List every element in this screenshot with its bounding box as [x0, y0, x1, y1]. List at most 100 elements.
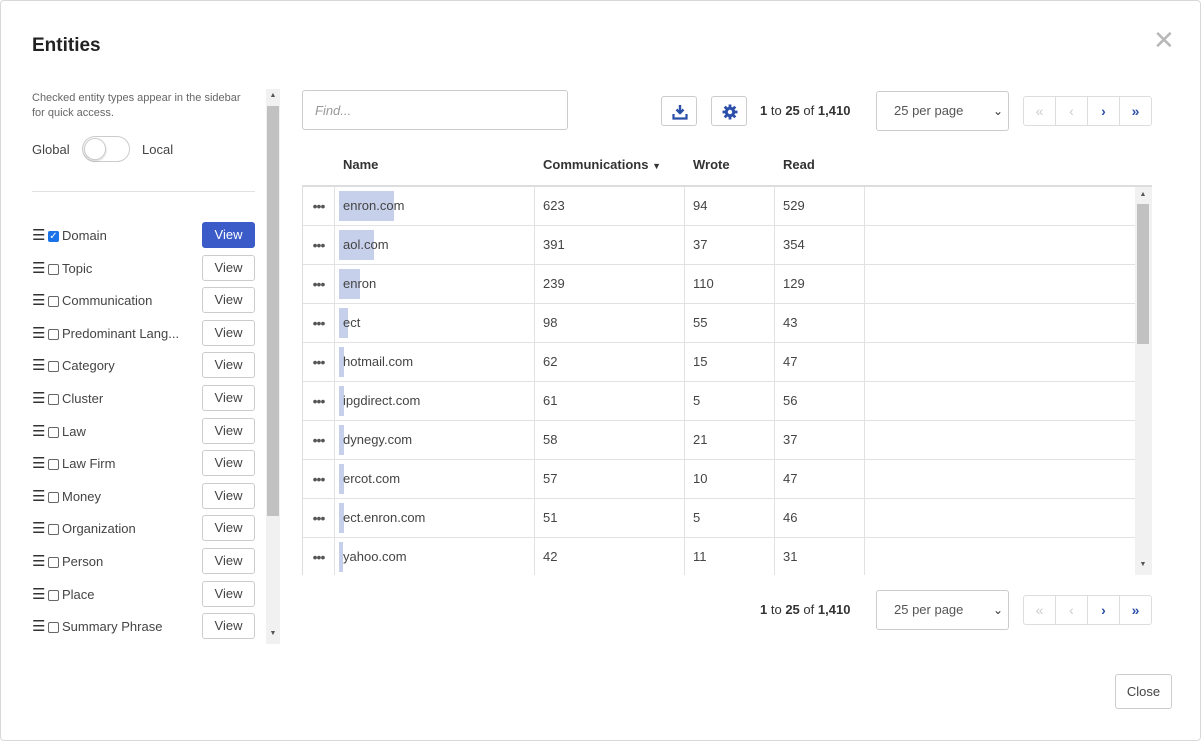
table-row[interactable]: ••• dynegy.com 58 21 37 — [303, 421, 1136, 460]
table-row[interactable]: ••• enron 239 110 129 — [303, 265, 1136, 304]
view-button[interactable]: View — [202, 515, 255, 542]
table-row[interactable]: ••• ipgdirect.com 61 5 56 — [303, 382, 1136, 421]
table-row[interactable]: ••• enron.com 623 94 529 — [303, 187, 1136, 226]
prev-page-icon[interactable]: ‹ — [1056, 596, 1088, 624]
view-button[interactable]: View — [202, 222, 255, 248]
per-page-value: 25 per page — [894, 602, 964, 617]
row-menu-icon[interactable]: ••• — [303, 460, 335, 499]
table-row[interactable]: ••• hotmail.com 62 15 47 — [303, 343, 1136, 382]
first-page-icon[interactable]: « — [1024, 97, 1056, 125]
table-row[interactable]: ••• ect.enron.com 51 5 46 — [303, 499, 1136, 538]
table-scrollbar[interactable]: ▲ ▼ — [1135, 187, 1152, 575]
entity-type-checkbox[interactable] — [48, 426, 59, 438]
name-cell[interactable]: dynegy.com — [335, 421, 535, 460]
entity-type-checkbox[interactable] — [48, 328, 59, 340]
download-button[interactable] — [661, 96, 697, 126]
entity-type-checkbox[interactable]: ✓ — [48, 231, 59, 242]
row-menu-icon[interactable]: ••• — [303, 343, 335, 382]
next-page-icon[interactable]: › — [1088, 596, 1120, 624]
col-header-read[interactable]: Read — [783, 157, 815, 172]
row-menu-icon[interactable]: ••• — [303, 226, 335, 265]
view-button[interactable]: View — [202, 450, 255, 477]
drag-handle-icon[interactable]: ☰ — [32, 357, 46, 375]
close-icon[interactable]: ✕ — [1153, 25, 1175, 55]
entity-type-checkbox[interactable] — [48, 361, 59, 373]
scroll-up-icon[interactable]: ▲ — [1139, 191, 1147, 198]
entity-type-checkbox[interactable] — [48, 296, 59, 308]
col-header-wrote[interactable]: Wrote — [693, 157, 730, 172]
view-button[interactable]: View — [202, 580, 255, 607]
close-button[interactable]: Close — [1115, 674, 1172, 709]
view-button[interactable]: View — [202, 319, 255, 346]
row-menu-icon[interactable]: ••• — [303, 304, 335, 343]
table-row[interactable]: ••• yahoo.com 42 11 31 — [303, 538, 1136, 575]
left-scrollbar[interactable]: ▲ ▼ — [266, 89, 280, 644]
view-button[interactable]: View — [202, 384, 255, 411]
settings-button[interactable] — [711, 96, 747, 126]
view-button[interactable]: View — [202, 417, 255, 444]
table-row[interactable]: ••• aol.com 391 37 354 — [303, 226, 1136, 265]
row-menu-icon[interactable]: ••• — [303, 187, 335, 226]
entity-type-checkbox[interactable] — [48, 556, 59, 568]
find-input[interactable] — [302, 90, 568, 130]
per-page-select-bottom[interactable]: 25 per page ⌄ — [876, 590, 1009, 630]
entity-type-checkbox[interactable] — [48, 459, 59, 471]
entity-type-checkbox[interactable] — [48, 589, 59, 601]
scroll-down-icon[interactable]: ▼ — [1139, 561, 1147, 568]
name-cell[interactable]: enron.com — [335, 187, 535, 226]
drag-handle-icon[interactable]: ☰ — [32, 292, 46, 310]
view-button[interactable]: View — [202, 613, 255, 640]
name-cell[interactable]: ect — [335, 304, 535, 343]
view-button[interactable]: View — [202, 287, 255, 314]
last-page-icon[interactable]: » — [1131, 103, 1140, 119]
entity-type-checkbox[interactable] — [48, 491, 59, 503]
row-menu-icon[interactable]: ••• — [303, 265, 335, 304]
drag-handle-icon[interactable]: ☰ — [32, 259, 46, 277]
drag-handle-icon[interactable]: ☰ — [32, 585, 46, 603]
row-menu-icon[interactable]: ••• — [303, 499, 335, 538]
name-cell[interactable]: ect.enron.com — [335, 499, 535, 538]
name-cell[interactable]: ercot.com — [335, 460, 535, 499]
scope-toggle-switch[interactable] — [82, 136, 130, 162]
next-page-icon[interactable]: › — [1088, 97, 1120, 125]
name-cell[interactable]: hotmail.com — [335, 343, 535, 382]
view-button[interactable]: View — [202, 547, 255, 574]
left-scrollbar-thumb[interactable] — [267, 106, 279, 516]
drag-handle-icon[interactable]: ☰ — [32, 552, 46, 570]
entity-type-checkbox[interactable] — [48, 393, 59, 405]
drag-handle-icon[interactable]: ☰ — [32, 487, 46, 505]
drag-handle-icon[interactable]: ☰ — [32, 324, 46, 342]
entity-type-checkbox[interactable] — [48, 263, 59, 275]
row-menu-icon[interactable]: ••• — [303, 382, 335, 421]
drag-handle-icon[interactable]: ☰ — [32, 618, 46, 636]
row-menu-icon[interactable]: ••• — [303, 421, 335, 460]
drag-handle-icon[interactable]: ☰ — [32, 389, 46, 407]
view-button[interactable]: View — [202, 254, 255, 281]
drag-handle-icon[interactable]: ☰ — [32, 227, 46, 244]
empty-cell — [865, 343, 1136, 382]
view-button[interactable]: View — [202, 482, 255, 509]
name-cell[interactable]: aol.com — [335, 226, 535, 265]
first-page-icon[interactable]: « — [1024, 596, 1056, 624]
col-header-name[interactable]: Name — [343, 157, 379, 172]
range-indicator-top: 1 to 25 of 1,410 — [760, 103, 850, 118]
name-cell[interactable]: yahoo.com — [335, 538, 535, 575]
drag-handle-icon[interactable]: ☰ — [32, 422, 46, 440]
table-scrollbar-thumb[interactable] — [1137, 204, 1149, 344]
table-row[interactable]: ••• ercot.com 57 10 47 — [303, 460, 1136, 499]
per-page-select-top[interactable]: 25 per page ⌄ — [876, 91, 1009, 131]
view-button[interactable]: View — [202, 352, 255, 379]
drag-handle-icon[interactable]: ☰ — [32, 520, 46, 538]
scroll-up-icon[interactable]: ▲ — [269, 92, 277, 99]
name-cell[interactable]: ipgdirect.com — [335, 382, 535, 421]
entity-type-checkbox[interactable] — [48, 524, 59, 536]
last-page-icon[interactable]: » — [1131, 602, 1140, 618]
row-menu-icon[interactable]: ••• — [303, 538, 335, 575]
entity-type-checkbox[interactable] — [48, 622, 59, 634]
table-row[interactable]: ••• ect 98 55 43 — [303, 304, 1136, 343]
col-header-communications[interactable]: Communications ▼ — [543, 157, 661, 172]
drag-handle-icon[interactable]: ☰ — [32, 455, 46, 473]
prev-page-icon[interactable]: ‹ — [1056, 97, 1088, 125]
scroll-down-icon[interactable]: ▼ — [269, 630, 277, 637]
name-cell[interactable]: enron — [335, 265, 535, 304]
